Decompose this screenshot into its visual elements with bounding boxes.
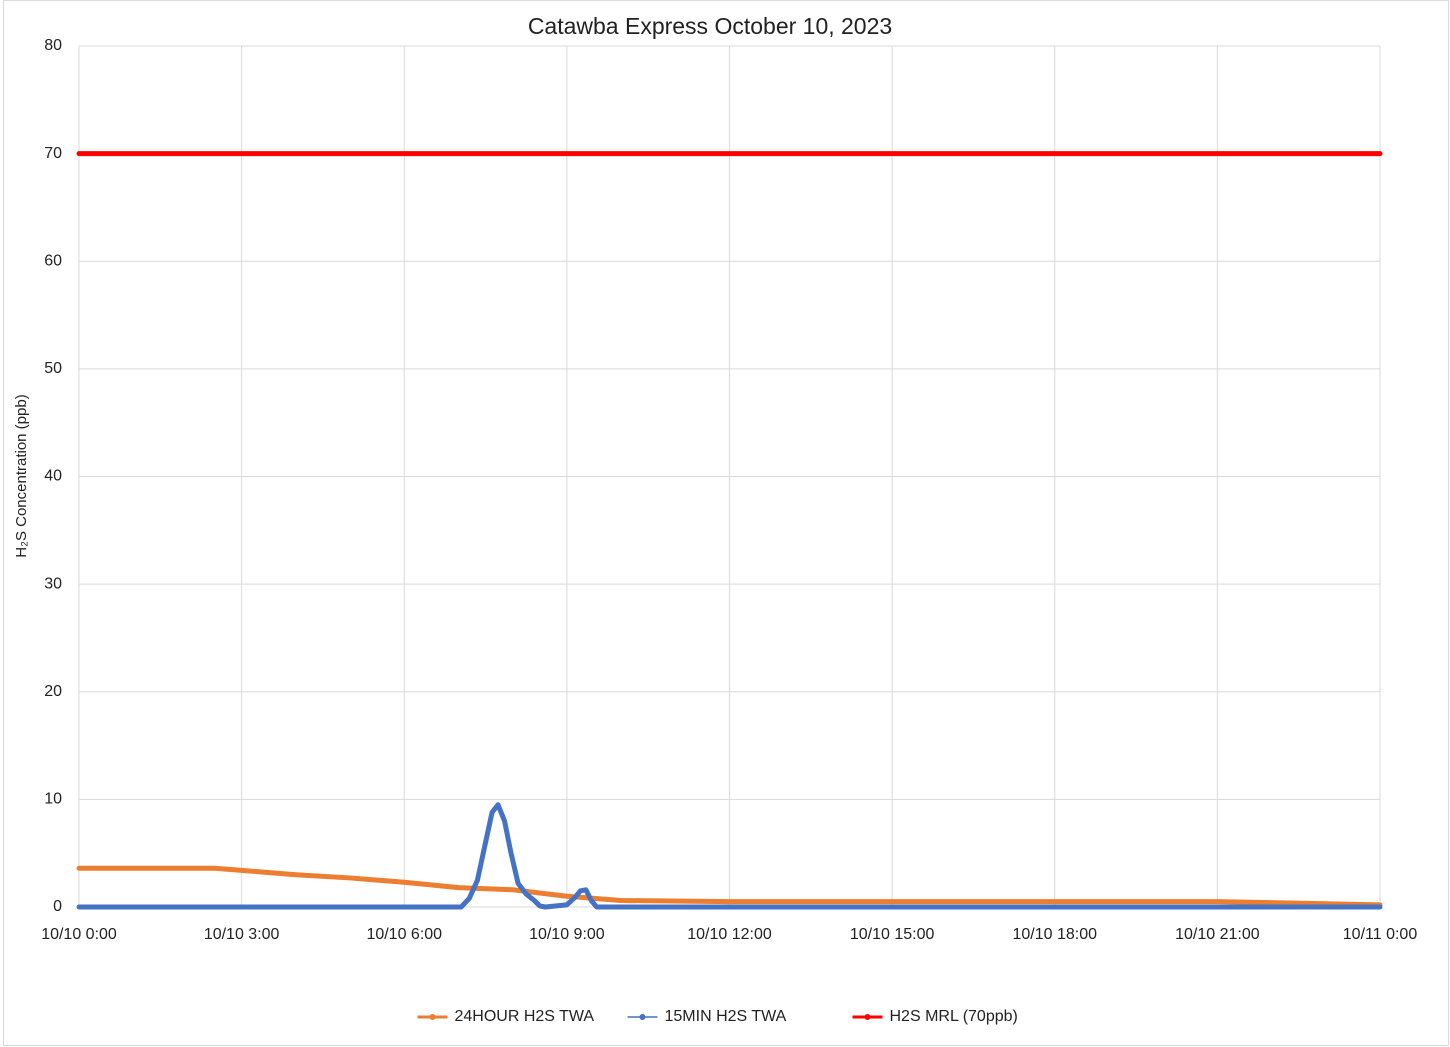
y-tick-label: 30 (44, 575, 62, 592)
legend-label: 24HOUR H2S TWA (455, 1008, 595, 1025)
line-series (76, 802, 1383, 910)
x-tick-label: 10/10 0:00 (41, 926, 117, 943)
y-tick-label: 40 (44, 468, 62, 485)
x-tick-label: 10/10 6:00 (366, 926, 442, 943)
chart-title: Catawba Express October 10, 2023 (528, 13, 892, 39)
y-tick-label: 80 (44, 37, 62, 54)
x-tick-label: 10/10 3:00 (204, 926, 280, 943)
y-tick-label: 10 (44, 791, 62, 808)
legend-marker (429, 1014, 436, 1020)
legend-label: H2S MRL (70ppb) (890, 1008, 1018, 1025)
x-tick-label: 10/10 21:00 (1175, 926, 1260, 943)
legend-marker (639, 1014, 646, 1020)
x-tick-label: 10/10 12:00 (687, 926, 772, 943)
line-series (76, 865, 1383, 908)
x-tick-label: 10/10 9:00 (529, 926, 605, 943)
chart-frame (3, 0, 1449, 1046)
y-tick-label: 60 (44, 252, 62, 269)
y-tick-label: 20 (44, 683, 62, 700)
legend-label: 15MIN H2S TWA (665, 1008, 787, 1025)
x-tick-label: 10/11 0:00 (1343, 926, 1418, 943)
x-tick-label: 10/10 15:00 (850, 926, 935, 943)
y-tick-label: 0 (53, 898, 62, 915)
x-tick-label: 10/10 18:00 (1012, 926, 1097, 943)
legend-marker (864, 1014, 871, 1020)
y-tick-label: 70 (44, 145, 62, 162)
y-tick-label: 50 (44, 360, 62, 377)
y-axis-label: H₂S Concentration (ppb) (13, 394, 30, 557)
